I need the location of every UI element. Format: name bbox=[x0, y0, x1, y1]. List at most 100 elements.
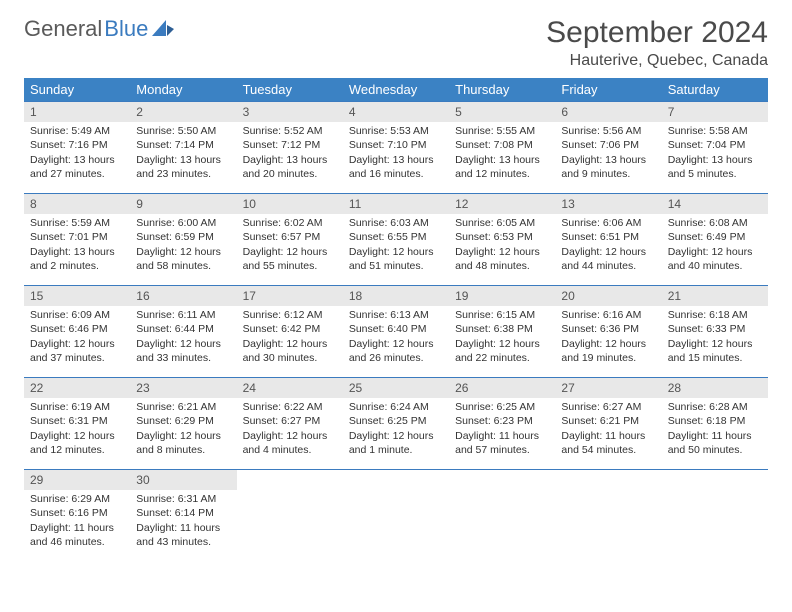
sunset-line: Sunset: 7:14 PM bbox=[136, 138, 230, 152]
day-body: Sunrise: 6:06 AMSunset: 6:51 PMDaylight:… bbox=[555, 214, 661, 277]
location-label: Hauterive, Quebec, Canada bbox=[546, 52, 768, 70]
sunrise-line: Sunrise: 6:18 AM bbox=[668, 308, 762, 322]
daylight-line: Daylight: 12 hours and 15 minutes. bbox=[668, 337, 762, 365]
day-number: 27 bbox=[555, 378, 661, 398]
day-body: Sunrise: 6:08 AMSunset: 6:49 PMDaylight:… bbox=[662, 214, 768, 277]
daylight-line: Daylight: 12 hours and 48 minutes. bbox=[455, 245, 549, 273]
day-number: 11 bbox=[343, 194, 449, 214]
sunrise-line: Sunrise: 6:06 AM bbox=[561, 216, 655, 230]
calendar-day-cell: 12Sunrise: 6:05 AMSunset: 6:53 PMDayligh… bbox=[449, 194, 555, 286]
day-body: Sunrise: 6:19 AMSunset: 6:31 PMDaylight:… bbox=[24, 398, 130, 461]
sunset-line: Sunset: 6:59 PM bbox=[136, 230, 230, 244]
calendar-week-row: 22Sunrise: 6:19 AMSunset: 6:31 PMDayligh… bbox=[24, 378, 768, 470]
day-number: 24 bbox=[237, 378, 343, 398]
daylight-line: Daylight: 13 hours and 5 minutes. bbox=[668, 153, 762, 181]
page-title: September 2024 bbox=[546, 16, 768, 50]
day-number: 12 bbox=[449, 194, 555, 214]
day-number: 15 bbox=[24, 286, 130, 306]
calendar-day-cell: 5Sunrise: 5:55 AMSunset: 7:08 PMDaylight… bbox=[449, 102, 555, 194]
calendar-day-cell: 2Sunrise: 5:50 AMSunset: 7:14 PMDaylight… bbox=[130, 102, 236, 194]
calendar-day-cell: 10Sunrise: 6:02 AMSunset: 6:57 PMDayligh… bbox=[237, 194, 343, 286]
day-number: 18 bbox=[343, 286, 449, 306]
sunrise-line: Sunrise: 5:52 AM bbox=[243, 124, 337, 138]
calendar-day-cell: 24Sunrise: 6:22 AMSunset: 6:27 PMDayligh… bbox=[237, 378, 343, 470]
daylight-line: Daylight: 12 hours and 26 minutes. bbox=[349, 337, 443, 365]
sunset-line: Sunset: 6:51 PM bbox=[561, 230, 655, 244]
day-number: 1 bbox=[24, 102, 130, 122]
calendar-day-cell: 20Sunrise: 6:16 AMSunset: 6:36 PMDayligh… bbox=[555, 286, 661, 378]
daylight-line: Daylight: 12 hours and 40 minutes. bbox=[668, 245, 762, 273]
day-number: 6 bbox=[555, 102, 661, 122]
sunrise-line: Sunrise: 5:49 AM bbox=[30, 124, 124, 138]
day-number: 19 bbox=[449, 286, 555, 306]
day-body: Sunrise: 6:28 AMSunset: 6:18 PMDaylight:… bbox=[662, 398, 768, 461]
daylight-line: Daylight: 11 hours and 43 minutes. bbox=[136, 521, 230, 549]
day-body: Sunrise: 6:02 AMSunset: 6:57 PMDaylight:… bbox=[237, 214, 343, 277]
day-body: Sunrise: 6:12 AMSunset: 6:42 PMDaylight:… bbox=[237, 306, 343, 369]
day-body: Sunrise: 6:25 AMSunset: 6:23 PMDaylight:… bbox=[449, 398, 555, 461]
calendar-day-cell: 28Sunrise: 6:28 AMSunset: 6:18 PMDayligh… bbox=[662, 378, 768, 470]
calendar-day-cell: .. bbox=[449, 470, 555, 562]
sunset-line: Sunset: 6:53 PM bbox=[455, 230, 549, 244]
daylight-line: Daylight: 12 hours and 51 minutes. bbox=[349, 245, 443, 273]
sunrise-line: Sunrise: 6:19 AM bbox=[30, 400, 124, 414]
day-body: Sunrise: 5:50 AMSunset: 7:14 PMDaylight:… bbox=[130, 122, 236, 185]
sunset-line: Sunset: 6:16 PM bbox=[30, 506, 124, 520]
daylight-line: Daylight: 12 hours and 30 minutes. bbox=[243, 337, 337, 365]
calendar-day-cell: 22Sunrise: 6:19 AMSunset: 6:31 PMDayligh… bbox=[24, 378, 130, 470]
calendar-day-cell: 1Sunrise: 5:49 AMSunset: 7:16 PMDaylight… bbox=[24, 102, 130, 194]
sunset-line: Sunset: 6:46 PM bbox=[30, 322, 124, 336]
day-body: Sunrise: 6:29 AMSunset: 6:16 PMDaylight:… bbox=[24, 490, 130, 553]
daylight-line: Daylight: 13 hours and 23 minutes. bbox=[136, 153, 230, 181]
sunset-line: Sunset: 6:21 PM bbox=[561, 414, 655, 428]
day-body: Sunrise: 6:16 AMSunset: 6:36 PMDaylight:… bbox=[555, 306, 661, 369]
calendar-day-cell: 17Sunrise: 6:12 AMSunset: 6:42 PMDayligh… bbox=[237, 286, 343, 378]
day-body: Sunrise: 6:21 AMSunset: 6:29 PMDaylight:… bbox=[130, 398, 236, 461]
calendar-day-cell: 6Sunrise: 5:56 AMSunset: 7:06 PMDaylight… bbox=[555, 102, 661, 194]
sunset-line: Sunset: 7:01 PM bbox=[30, 230, 124, 244]
day-body: Sunrise: 6:09 AMSunset: 6:46 PMDaylight:… bbox=[24, 306, 130, 369]
day-number: 17 bbox=[237, 286, 343, 306]
sunrise-line: Sunrise: 6:25 AM bbox=[455, 400, 549, 414]
daylight-line: Daylight: 12 hours and 58 minutes. bbox=[136, 245, 230, 273]
header: GeneralBlue September 2024 Hauterive, Qu… bbox=[24, 16, 768, 70]
day-number: 9 bbox=[130, 194, 236, 214]
daylight-line: Daylight: 12 hours and 55 minutes. bbox=[243, 245, 337, 273]
day-body: Sunrise: 5:53 AMSunset: 7:10 PMDaylight:… bbox=[343, 122, 449, 185]
day-number: 5 bbox=[449, 102, 555, 122]
day-body: Sunrise: 5:56 AMSunset: 7:06 PMDaylight:… bbox=[555, 122, 661, 185]
calendar-table: Sunday Monday Tuesday Wednesday Thursday… bbox=[24, 78, 768, 562]
weekday-header: Thursday bbox=[449, 78, 555, 102]
day-number: 22 bbox=[24, 378, 130, 398]
day-number: 20 bbox=[555, 286, 661, 306]
calendar-day-cell: 27Sunrise: 6:27 AMSunset: 6:21 PMDayligh… bbox=[555, 378, 661, 470]
calendar-week-row: 29Sunrise: 6:29 AMSunset: 6:16 PMDayligh… bbox=[24, 470, 768, 562]
sunset-line: Sunset: 6:14 PM bbox=[136, 506, 230, 520]
daylight-line: Daylight: 12 hours and 22 minutes. bbox=[455, 337, 549, 365]
day-body: Sunrise: 6:13 AMSunset: 6:40 PMDaylight:… bbox=[343, 306, 449, 369]
day-number: 23 bbox=[130, 378, 236, 398]
day-body: Sunrise: 6:05 AMSunset: 6:53 PMDaylight:… bbox=[449, 214, 555, 277]
sunset-line: Sunset: 6:49 PM bbox=[668, 230, 762, 244]
calendar-day-cell: .. bbox=[555, 470, 661, 562]
sunrise-line: Sunrise: 6:28 AM bbox=[668, 400, 762, 414]
sunset-line: Sunset: 6:38 PM bbox=[455, 322, 549, 336]
daylight-line: Daylight: 12 hours and 12 minutes. bbox=[30, 429, 124, 457]
day-body: Sunrise: 5:52 AMSunset: 7:12 PMDaylight:… bbox=[237, 122, 343, 185]
sunrise-line: Sunrise: 6:15 AM bbox=[455, 308, 549, 322]
sunset-line: Sunset: 7:06 PM bbox=[561, 138, 655, 152]
weekday-header: Tuesday bbox=[237, 78, 343, 102]
calendar-day-cell: 11Sunrise: 6:03 AMSunset: 6:55 PMDayligh… bbox=[343, 194, 449, 286]
sunrise-line: Sunrise: 6:12 AM bbox=[243, 308, 337, 322]
sunset-line: Sunset: 6:42 PM bbox=[243, 322, 337, 336]
sunset-line: Sunset: 6:33 PM bbox=[668, 322, 762, 336]
sunrise-line: Sunrise: 6:00 AM bbox=[136, 216, 230, 230]
calendar-day-cell: 21Sunrise: 6:18 AMSunset: 6:33 PMDayligh… bbox=[662, 286, 768, 378]
calendar-day-cell: 25Sunrise: 6:24 AMSunset: 6:25 PMDayligh… bbox=[343, 378, 449, 470]
sunrise-line: Sunrise: 6:21 AM bbox=[136, 400, 230, 414]
sunrise-line: Sunrise: 5:58 AM bbox=[668, 124, 762, 138]
day-number: 13 bbox=[555, 194, 661, 214]
daylight-line: Daylight: 12 hours and 37 minutes. bbox=[30, 337, 124, 365]
weekday-header-row: Sunday Monday Tuesday Wednesday Thursday… bbox=[24, 78, 768, 102]
day-body: Sunrise: 6:03 AMSunset: 6:55 PMDaylight:… bbox=[343, 214, 449, 277]
